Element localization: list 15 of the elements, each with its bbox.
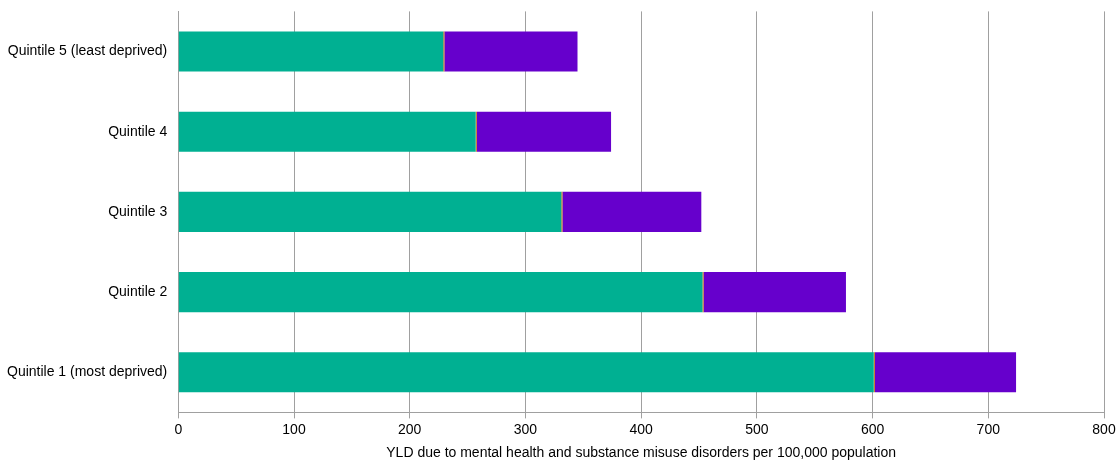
x-tick-label: 200 [398, 420, 422, 437]
y-tick-label: Quintile 2 [108, 282, 168, 299]
x-axis-title: YLD due to mental health and substance misuse disorders per 100,000 population [386, 444, 897, 461]
x-tick-label: 400 [629, 420, 654, 437]
x-tick-label: 500 [745, 420, 769, 437]
x-tick-label: 300 [513, 420, 538, 437]
x-tick-label: 100 [282, 420, 306, 437]
y-tick-label: Quintile 1 (most deprived) [6, 363, 168, 380]
x-tick-label: 800 [1092, 420, 1116, 437]
x-tick-label: 700 [976, 420, 1001, 437]
y-tick-label: Quintile 5 (least deprived) [7, 42, 168, 59]
x-tick-label: 600 [860, 420, 885, 437]
y-tick-label: Quintile 3 [108, 202, 168, 219]
y-tick-label: Quintile 4 [108, 122, 168, 139]
x-tick-label: 0 [174, 420, 183, 437]
